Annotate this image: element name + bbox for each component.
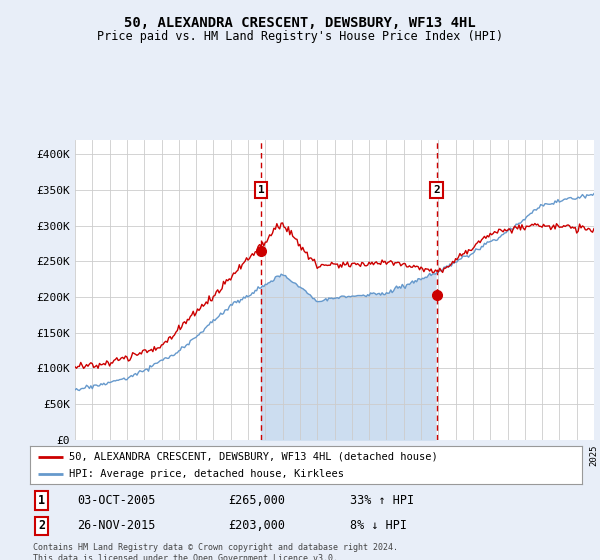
Text: 50, ALEXANDRA CRESCENT, DEWSBURY, WF13 4HL (detached house): 50, ALEXANDRA CRESCENT, DEWSBURY, WF13 4… [68, 451, 437, 461]
Text: 03-OCT-2005: 03-OCT-2005 [77, 494, 155, 507]
Text: 8% ↓ HPI: 8% ↓ HPI [350, 520, 407, 533]
Text: 26-NOV-2015: 26-NOV-2015 [77, 520, 155, 533]
Text: £203,000: £203,000 [229, 520, 286, 533]
Text: 1: 1 [257, 185, 265, 195]
Text: 2: 2 [433, 185, 440, 195]
Text: Contains HM Land Registry data © Crown copyright and database right 2024.
This d: Contains HM Land Registry data © Crown c… [33, 543, 398, 560]
Text: 33% ↑ HPI: 33% ↑ HPI [350, 494, 414, 507]
Text: Price paid vs. HM Land Registry's House Price Index (HPI): Price paid vs. HM Land Registry's House … [97, 30, 503, 43]
Text: 2: 2 [38, 520, 46, 533]
Text: 50, ALEXANDRA CRESCENT, DEWSBURY, WF13 4HL: 50, ALEXANDRA CRESCENT, DEWSBURY, WF13 4… [124, 16, 476, 30]
Text: £265,000: £265,000 [229, 494, 286, 507]
Text: HPI: Average price, detached house, Kirklees: HPI: Average price, detached house, Kirk… [68, 469, 344, 479]
Text: 1: 1 [38, 494, 46, 507]
